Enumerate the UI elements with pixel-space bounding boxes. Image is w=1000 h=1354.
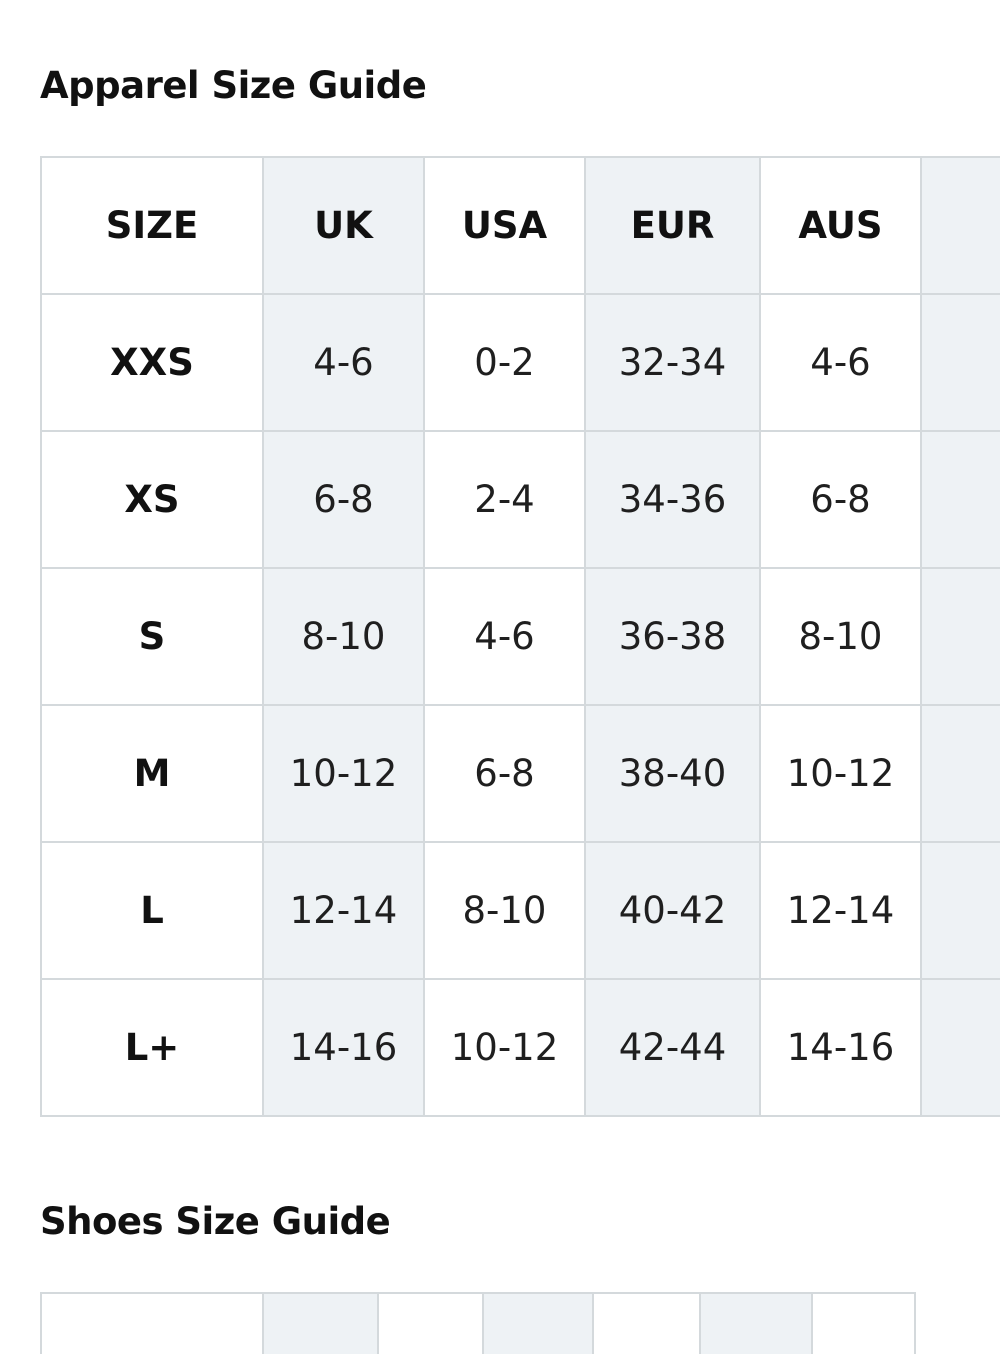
usa-cell: 4-6 [423, 567, 586, 706]
aus-cell: 14-16 [759, 978, 922, 1117]
header-size: SIZE [40, 156, 264, 295]
extra-cell [920, 704, 1000, 843]
shoes-header-cell [377, 1292, 484, 1354]
shoes-header-cell [482, 1292, 594, 1354]
header-usa: USA [423, 156, 586, 295]
extra-cell [920, 293, 1000, 432]
aus-cell: 10-12 [759, 704, 922, 843]
extra-cell [920, 978, 1000, 1117]
extra-cell [920, 841, 1000, 980]
table-row: XXS 4-6 0-2 32-34 4-6 [40, 293, 1000, 432]
shoes-size-table [40, 1292, 916, 1354]
header-eur: EUR [584, 156, 761, 295]
eur-cell: 42-44 [584, 978, 761, 1117]
eur-cell: 36-38 [584, 567, 761, 706]
uk-cell: 4-6 [262, 293, 425, 432]
header-aus: AUS [759, 156, 922, 295]
size-cell: S [40, 567, 264, 706]
table-row: XS 6-8 2-4 34-36 6-8 [40, 430, 1000, 569]
apparel-size-table: SIZE UK USA EUR AUS XXS 4-6 0-2 32-34 4-… [40, 156, 1000, 1117]
size-cell: XXS [40, 293, 264, 432]
size-cell: M [40, 704, 264, 843]
shoes-header-cell [811, 1292, 916, 1354]
aus-cell: 6-8 [759, 430, 922, 569]
table-row: S 8-10 4-6 36-38 8-10 [40, 567, 1000, 706]
aus-cell: 8-10 [759, 567, 922, 706]
table-header-row: SIZE UK USA EUR AUS [40, 156, 1000, 295]
aus-cell: 12-14 [759, 841, 922, 980]
size-cell: L+ [40, 978, 264, 1117]
uk-cell: 10-12 [262, 704, 425, 843]
extra-cell [920, 430, 1000, 569]
eur-cell: 40-42 [584, 841, 761, 980]
extra-cell [920, 567, 1000, 706]
shoes-header-cell [592, 1292, 701, 1354]
shoes-header-cell [40, 1292, 264, 1354]
usa-cell: 0-2 [423, 293, 586, 432]
shoes-header-cell [699, 1292, 813, 1354]
shoes-header-cell [262, 1292, 379, 1354]
table-row: M 10-12 6-8 38-40 10-12 [40, 704, 1000, 843]
table-row: L 12-14 8-10 40-42 12-14 [40, 841, 1000, 980]
uk-cell: 8-10 [262, 567, 425, 706]
usa-cell: 8-10 [423, 841, 586, 980]
apparel-size-guide-title: Apparel Size Guide [40, 64, 427, 107]
uk-cell: 6-8 [262, 430, 425, 569]
table-header-row [40, 1292, 916, 1354]
eur-cell: 38-40 [584, 704, 761, 843]
usa-cell: 2-4 [423, 430, 586, 569]
aus-cell: 4-6 [759, 293, 922, 432]
eur-cell: 34-36 [584, 430, 761, 569]
usa-cell: 6-8 [423, 704, 586, 843]
size-cell: L [40, 841, 264, 980]
size-cell: XS [40, 430, 264, 569]
uk-cell: 14-16 [262, 978, 425, 1117]
eur-cell: 32-34 [584, 293, 761, 432]
table-row: L+ 14-16 10-12 42-44 14-16 [40, 978, 1000, 1117]
header-extra [920, 156, 1000, 295]
header-uk: UK [262, 156, 425, 295]
usa-cell: 10-12 [423, 978, 586, 1117]
uk-cell: 12-14 [262, 841, 425, 980]
shoes-size-guide-title: Shoes Size Guide [40, 1200, 391, 1243]
